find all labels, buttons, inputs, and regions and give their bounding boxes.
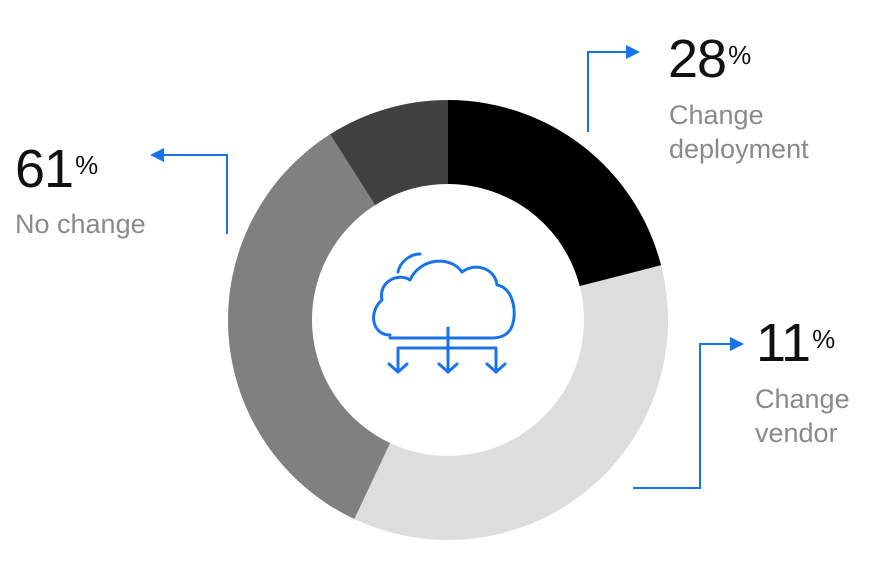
change-deployment-label: Change deployment bbox=[669, 100, 809, 164]
donut-slice-2 bbox=[228, 134, 391, 520]
change-deployment-value: 28 bbox=[668, 29, 727, 89]
leader-change-vendor bbox=[633, 343, 736, 489]
leader-no-change bbox=[160, 154, 228, 234]
change-vendor-percent: 11% bbox=[756, 313, 835, 373]
change-deployment-percent: 28% bbox=[668, 29, 751, 89]
donut-slice-0 bbox=[448, 100, 662, 287]
no-change-percent: 61% bbox=[15, 139, 98, 199]
no-change-value: 61 bbox=[15, 139, 74, 199]
donut-slices bbox=[228, 100, 668, 540]
cloud-download-icon bbox=[372, 252, 516, 374]
donut-slice-1 bbox=[354, 265, 668, 540]
no-change-label: No change bbox=[15, 209, 146, 239]
leader-change-vendor-arrow bbox=[730, 337, 744, 351]
leader-change-deployment-arrow bbox=[626, 45, 640, 59]
leader-no-change-arrow bbox=[150, 148, 164, 162]
callout-lines bbox=[150, 45, 744, 489]
change-vendor-unit: % bbox=[812, 324, 835, 354]
change-vendor-value: 11 bbox=[756, 313, 811, 373]
change-vendor-label: Change vendor bbox=[755, 384, 850, 448]
no-change-unit: % bbox=[75, 150, 98, 180]
leader-change-deployment bbox=[587, 51, 632, 132]
donut-slice-3 bbox=[330, 100, 448, 206]
change-deployment-unit: % bbox=[728, 40, 751, 70]
